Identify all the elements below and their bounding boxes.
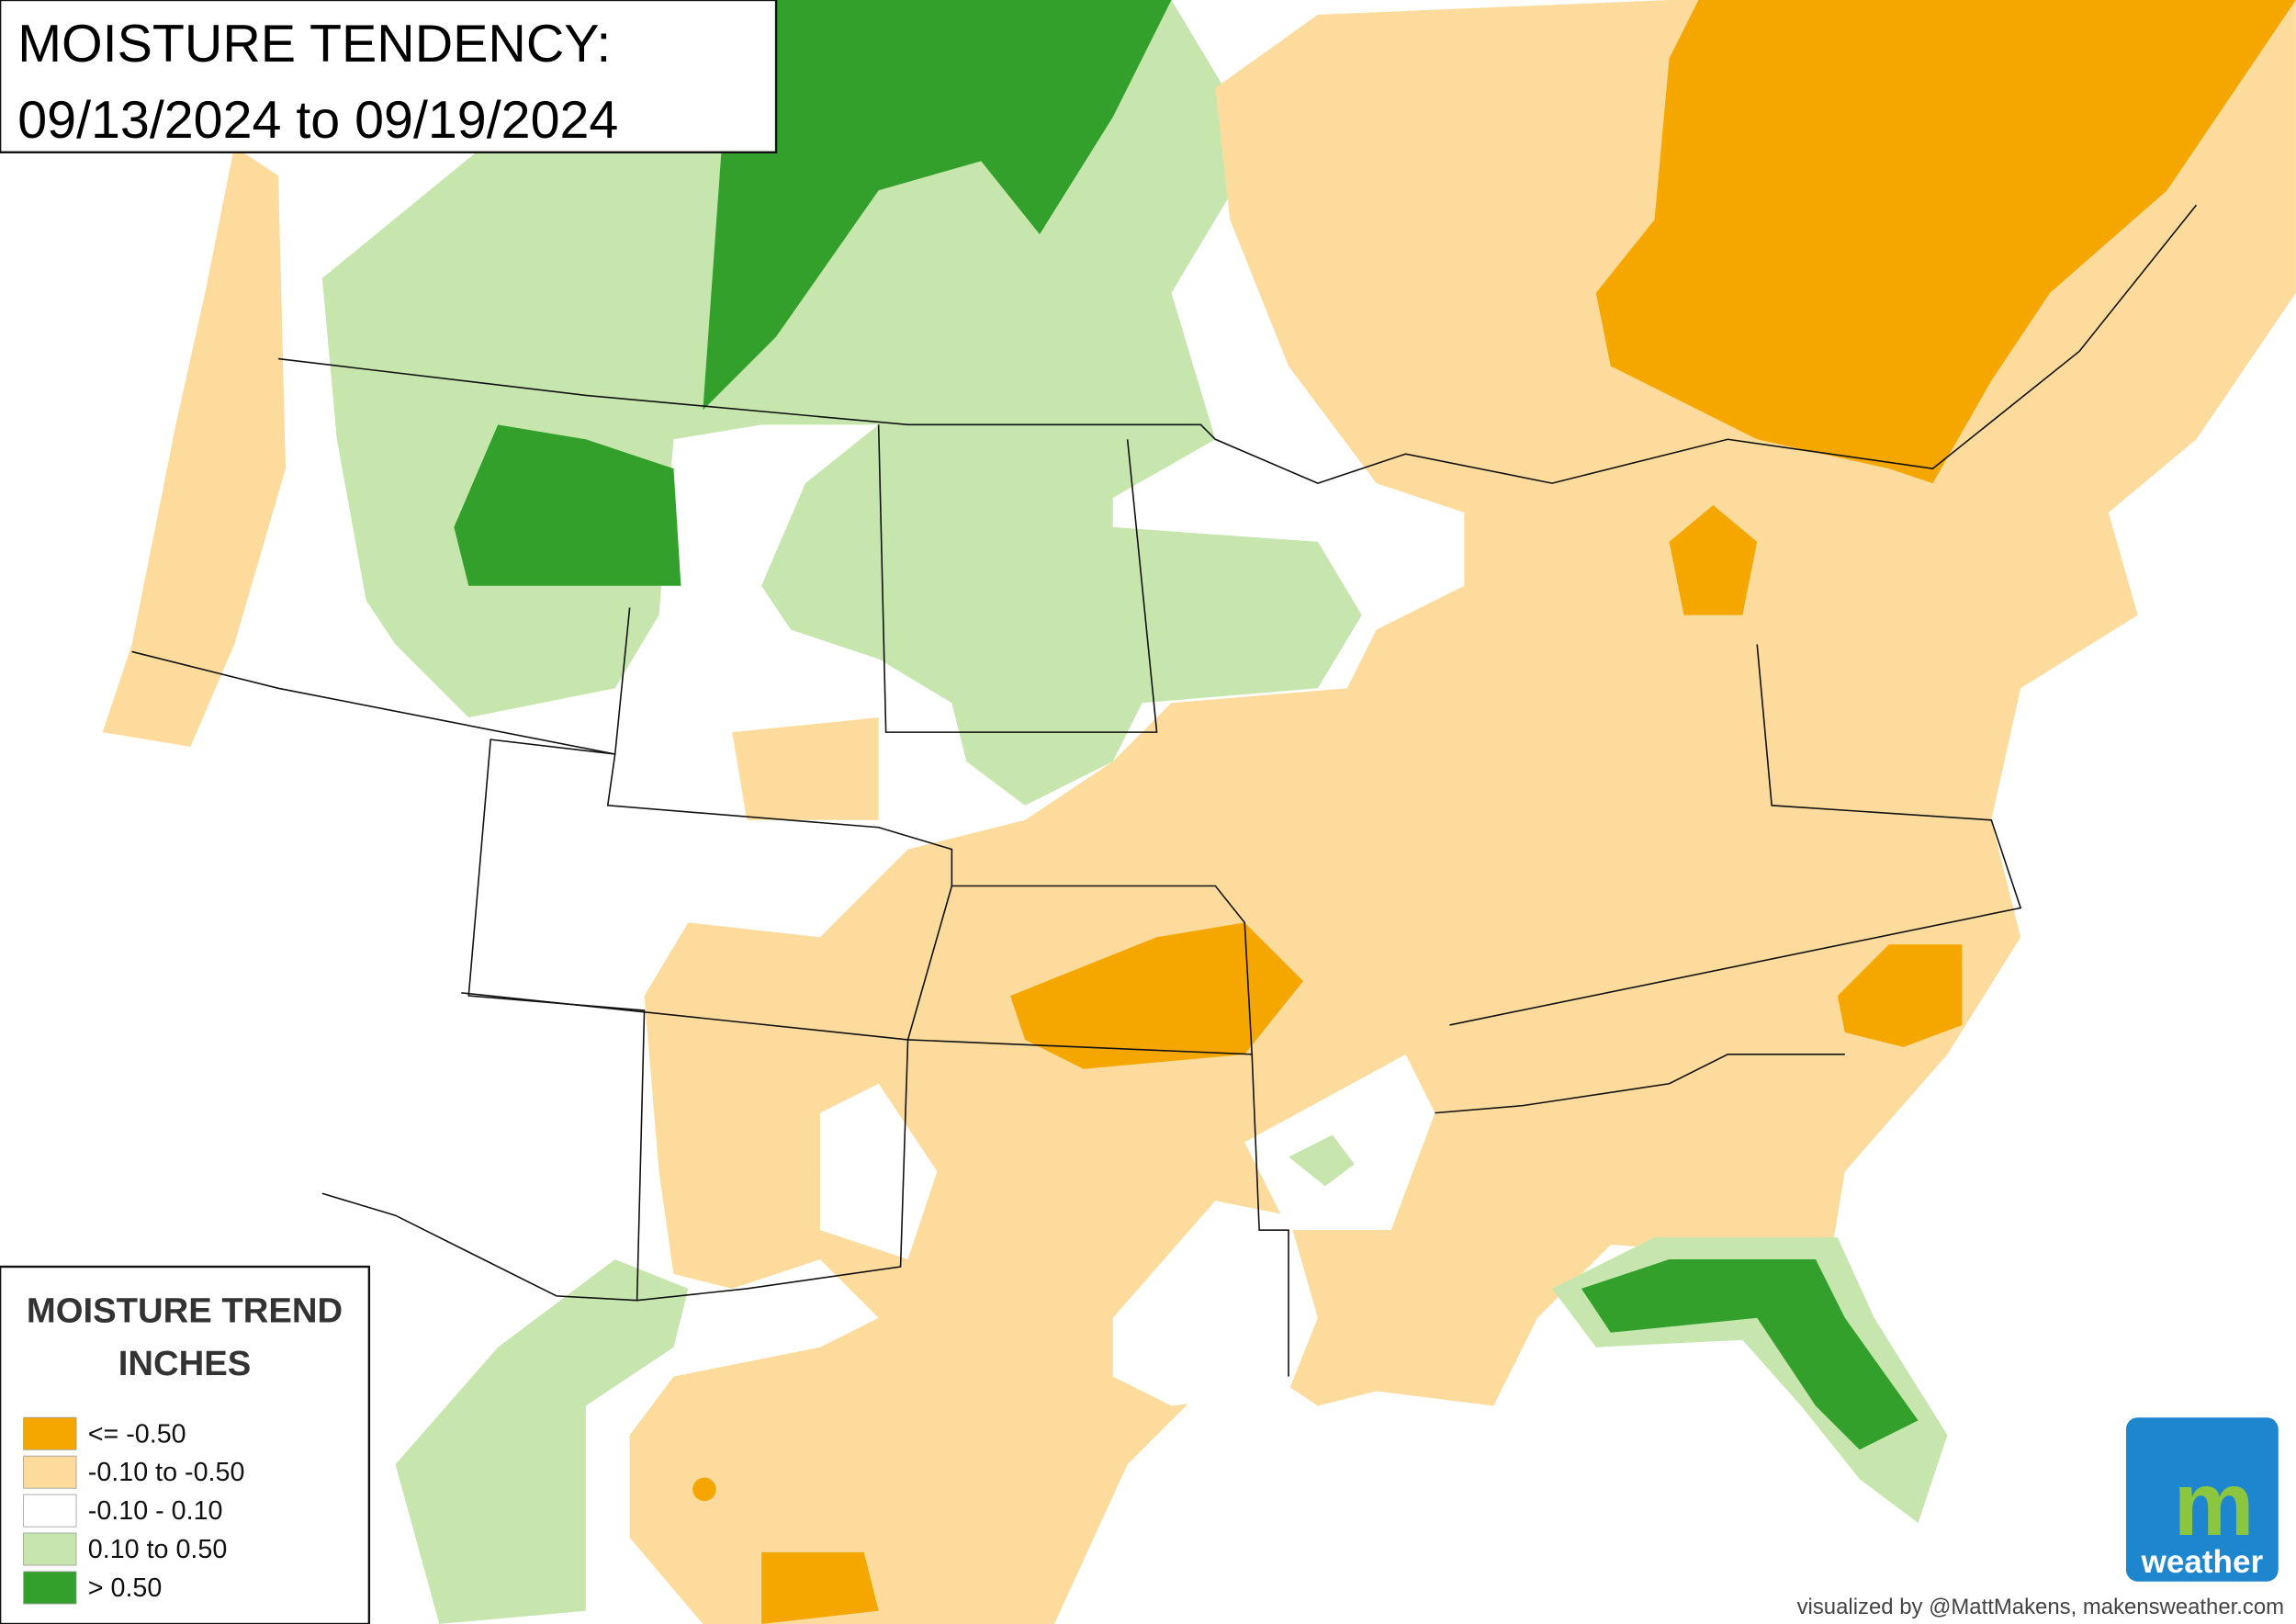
zone-orange — [692, 1477, 716, 1502]
zone-light-green — [395, 1259, 689, 1624]
zone-orange — [1669, 505, 1758, 615]
legend-label: <= -0.50 — [88, 1419, 186, 1449]
legend-swatch — [23, 1455, 77, 1489]
zone-orange — [761, 1551, 879, 1624]
logo-letter: m — [2174, 1453, 2255, 1554]
legend-title: MOISTURE TREND — [27, 1291, 343, 1331]
title-frame — [0, 0, 778, 153]
zone-green — [703, 0, 1172, 411]
legend-swatch — [23, 1416, 77, 1450]
zone-light-orange — [102, 146, 286, 748]
border — [321, 885, 953, 1302]
legend-title: INCHES — [118, 1344, 252, 1383]
credit: visualized by @MattMakens, makensweather… — [1797, 1595, 2285, 1619]
border — [467, 607, 646, 1301]
zone-light-orange — [732, 717, 879, 820]
borders — [131, 204, 2198, 1377]
title: MOISTURE TENDENCY: — [17, 15, 611, 73]
border — [1449, 644, 2022, 1026]
legend-swatch — [23, 1532, 77, 1566]
legend-label: -0.10 - 0.10 — [88, 1496, 223, 1526]
border — [1435, 1054, 1845, 1114]
logo-box — [2125, 1417, 2279, 1582]
zone-light-green — [1289, 1134, 1355, 1187]
zone-light-green — [321, 0, 1362, 806]
zone-neutral — [1244, 1054, 1435, 1231]
zone-green — [1581, 1259, 1919, 1450]
zone-orange — [1837, 944, 1963, 1047]
logo-text: weather — [2141, 1544, 2264, 1580]
title: 09/13/2024 to 09/19/2024 — [17, 91, 618, 150]
legend-label: 0.10 to 0.50 — [88, 1535, 228, 1564]
zone-neutral — [819, 1083, 938, 1260]
border — [277, 204, 2198, 484]
legend: MOISTURE TREND INCHES <= -0.50 -0.10 to -… — [0, 1265, 371, 1624]
border — [1251, 1054, 1289, 1377]
border — [131, 650, 1254, 1055]
legend-label: > 0.50 — [88, 1573, 163, 1603]
zone-green — [454, 424, 681, 586]
zone-orange — [1010, 922, 1303, 1069]
title-box: MOISTURE TENDENCY: 09/13/2024 to 09/19/2… — [0, 0, 778, 153]
zone-neutral — [1112, 1201, 1318, 1406]
legend-label: -0.10 to -0.50 — [88, 1458, 245, 1487]
logo: m weather — [2125, 1417, 2279, 1582]
legend-swatch — [23, 1571, 77, 1605]
legend-swatch — [23, 1494, 77, 1528]
zone-orange — [1595, 0, 2296, 484]
zones — [102, 0, 2296, 1624]
border — [877, 424, 1158, 733]
